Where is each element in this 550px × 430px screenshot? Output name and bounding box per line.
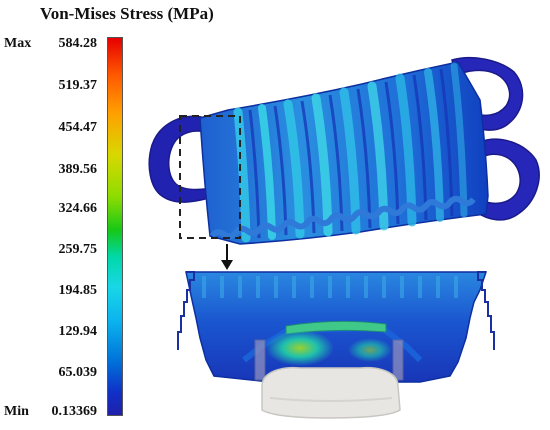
cross-section-detail — [177, 271, 495, 383]
legend-min-word: Min — [4, 404, 29, 419]
legend-value-8: 129.94 — [58, 324, 98, 339]
legend-max-word: Max — [4, 36, 32, 51]
legend-value-3: 454.47 — [58, 120, 98, 135]
detail-arrow-head — [221, 260, 233, 270]
legend-title: Von-Mises Stress (MPa) — [40, 4, 214, 23]
legend-value-4: 389.56 — [58, 162, 98, 177]
legend-value-10: 0.13369 — [51, 404, 98, 419]
stress-colorbar — [107, 37, 123, 416]
legend-value-6: 259.75 — [58, 242, 98, 257]
grey-insert — [261, 366, 401, 419]
legend-value-1: 584.28 — [58, 36, 98, 51]
legend-value-5: 324.66 — [58, 201, 98, 216]
detail-selection-box — [179, 115, 241, 239]
legend-value-2: 519.37 — [58, 78, 98, 93]
body-wavy-edge — [209, 195, 476, 240]
legend-value-7: 194.85 — [58, 283, 98, 298]
legend-value-9: 65.039 — [58, 365, 98, 380]
